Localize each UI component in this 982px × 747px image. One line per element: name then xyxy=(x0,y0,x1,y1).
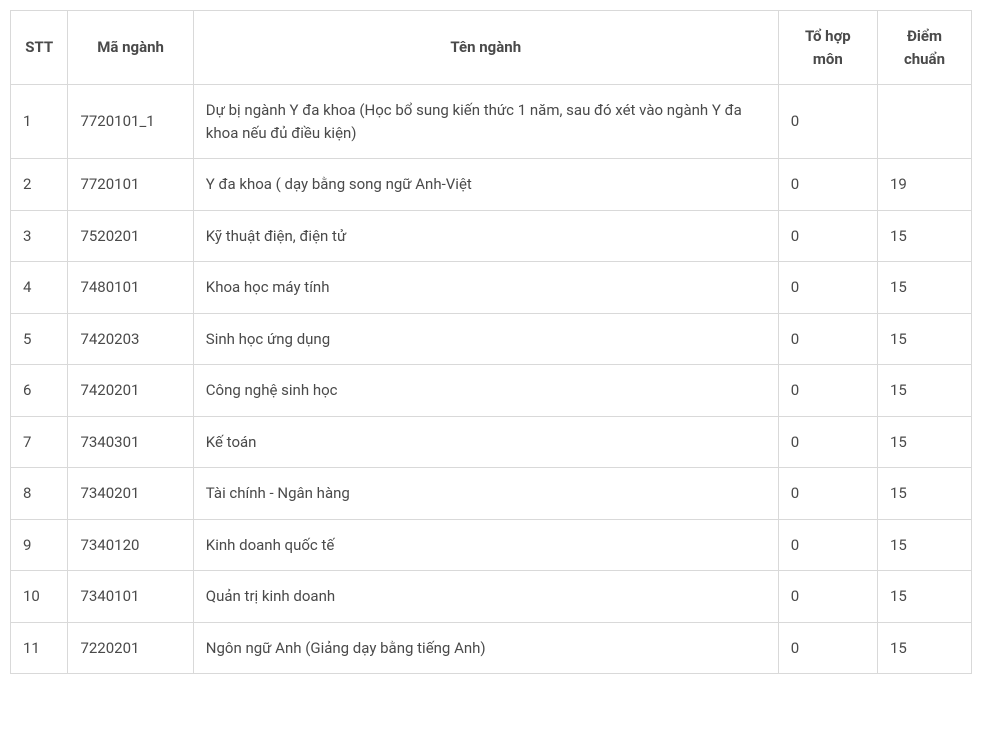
table-cell: Dự bị ngành Y đa khoa (Học bổ sung kiến … xyxy=(193,85,778,159)
table-cell: 0 xyxy=(778,519,877,571)
table-row: 87340201Tài chính - Ngân hàng015 xyxy=(11,468,972,520)
table-cell: Khoa học máy tính xyxy=(193,262,778,314)
table-cell: 7340201 xyxy=(68,468,193,520)
table-cell: 0 xyxy=(778,365,877,417)
col-ten-header: Tên ngành xyxy=(193,11,778,85)
table-cell: 7340101 xyxy=(68,571,193,623)
table-cell: 7420203 xyxy=(68,313,193,365)
table-cell: 9 xyxy=(11,519,68,571)
table-cell: 7 xyxy=(11,416,68,468)
col-diem-header: Điểm chuẩn xyxy=(877,11,971,85)
table-header-row: STT Mã ngành Tên ngành Tổ hợp môn Điểm c… xyxy=(11,11,972,85)
table-cell: Kỹ thuật điện, điện tử xyxy=(193,210,778,262)
table-cell: 0 xyxy=(778,210,877,262)
table-cell: 7220201 xyxy=(68,622,193,674)
table-cell: 15 xyxy=(877,416,971,468)
table-cell: 7720101_1 xyxy=(68,85,193,159)
table-cell: 0 xyxy=(778,159,877,211)
table-cell: 3 xyxy=(11,210,68,262)
table-row: 57420203Sinh học ứng dụng015 xyxy=(11,313,972,365)
table-cell: 7520201 xyxy=(68,210,193,262)
table-cell: 15 xyxy=(877,313,971,365)
table-cell: 5 xyxy=(11,313,68,365)
table-cell: 0 xyxy=(778,468,877,520)
table-cell: 4 xyxy=(11,262,68,314)
table-cell: 15 xyxy=(877,519,971,571)
table-cell: Kế toán xyxy=(193,416,778,468)
table-cell: Quản trị kinh doanh xyxy=(193,571,778,623)
table-cell: 7420201 xyxy=(68,365,193,417)
table-cell: Sinh học ứng dụng xyxy=(193,313,778,365)
table-cell: 0 xyxy=(778,416,877,468)
table-cell: 11 xyxy=(11,622,68,674)
table-row: 107340101Quản trị kinh doanh015 xyxy=(11,571,972,623)
table-cell: Y đa khoa ( dạy bằng song ngữ Anh-Việt xyxy=(193,159,778,211)
table-body: 17720101_1Dự bị ngành Y đa khoa (Học bổ … xyxy=(11,85,972,674)
table-row: 77340301Kế toán015 xyxy=(11,416,972,468)
table-header: STT Mã ngành Tên ngành Tổ hợp môn Điểm c… xyxy=(11,11,972,85)
table-cell: 19 xyxy=(877,159,971,211)
table-cell: Công nghệ sinh học xyxy=(193,365,778,417)
table-cell: 0 xyxy=(778,313,877,365)
table-row: 17720101_1Dự bị ngành Y đa khoa (Học bổ … xyxy=(11,85,972,159)
table-row: 117220201Ngôn ngữ Anh (Giảng dạy bằng ti… xyxy=(11,622,972,674)
table-row: 97340120Kinh doanh quốc tế015 xyxy=(11,519,972,571)
table-row: 47480101Khoa học máy tính015 xyxy=(11,262,972,314)
table-cell: Tài chính - Ngân hàng xyxy=(193,468,778,520)
table-cell: 7480101 xyxy=(68,262,193,314)
table-cell: 7340301 xyxy=(68,416,193,468)
table-row: 37520201Kỹ thuật điện, điện tử015 xyxy=(11,210,972,262)
col-stt-header: STT xyxy=(11,11,68,85)
benchmark-table: STT Mã ngành Tên ngành Tổ hợp môn Điểm c… xyxy=(10,10,972,674)
table-cell: 15 xyxy=(877,365,971,417)
table-cell: 6 xyxy=(11,365,68,417)
table-cell: 15 xyxy=(877,622,971,674)
col-ma-header: Mã ngành xyxy=(68,11,193,85)
table-cell: 7340120 xyxy=(68,519,193,571)
table-cell: 7720101 xyxy=(68,159,193,211)
table-row: 67420201Công nghệ sinh học015 xyxy=(11,365,972,417)
table-cell: Kinh doanh quốc tế xyxy=(193,519,778,571)
table-cell xyxy=(877,85,971,159)
table-cell: 0 xyxy=(778,262,877,314)
table-cell: 15 xyxy=(877,571,971,623)
table-cell: 15 xyxy=(877,262,971,314)
table-cell: Ngôn ngữ Anh (Giảng dạy bằng tiếng Anh) xyxy=(193,622,778,674)
table-cell: 10 xyxy=(11,571,68,623)
col-tohop-header: Tổ hợp môn xyxy=(778,11,877,85)
table-cell: 8 xyxy=(11,468,68,520)
table-cell: 15 xyxy=(877,210,971,262)
table-row: 27720101Y đa khoa ( dạy bằng song ngữ An… xyxy=(11,159,972,211)
table-cell: 0 xyxy=(778,85,877,159)
table-cell: 15 xyxy=(877,468,971,520)
table-cell: 1 xyxy=(11,85,68,159)
table-cell: 0 xyxy=(778,622,877,674)
table-cell: 0 xyxy=(778,571,877,623)
table-cell: 2 xyxy=(11,159,68,211)
